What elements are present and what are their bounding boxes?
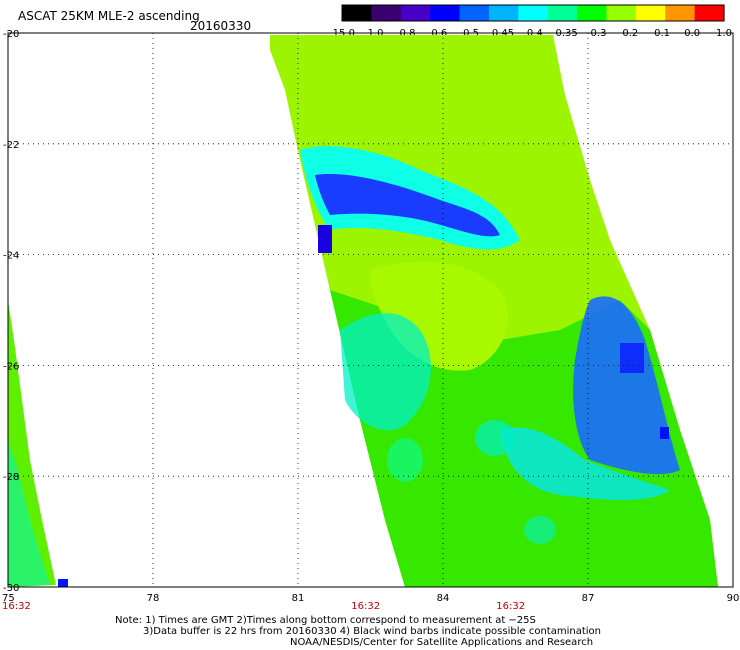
colorbar-swatch — [635, 5, 666, 21]
latitude-tick-label: -28 — [3, 472, 19, 483]
time-label: 16:32 — [2, 601, 31, 612]
swath-blue-band-right — [573, 296, 680, 475]
longitude-tick-label: 78 — [147, 593, 160, 604]
colorbar-swatch — [371, 5, 402, 21]
longitude-tick-label: 81 — [292, 593, 305, 604]
wind-map: -20-22-24-26-28-30 75 78 81 84 87 90 16:32 16:… — [2, 29, 739, 612]
swath-darkblue-cell — [318, 225, 332, 253]
swath-cyan-band-center — [340, 313, 431, 431]
colorbar-frame — [341, 4, 725, 22]
latitude-ticks: -20 -22 -24 -26 -28 -30 — [3, 29, 19, 594]
longitude-tick-label: 90 — [727, 593, 740, 604]
colorbar-swatch — [694, 5, 725, 21]
latitude-tick-label: -20 — [3, 29, 19, 40]
time-labels: 16:32 16:32 16:32 — [2, 601, 525, 612]
note-line-2: 3)Data buffer is 22 hrs from 20160330 4)… — [143, 626, 601, 637]
colorbar-swatch — [488, 5, 519, 21]
note-line-3: NOAA/NESDIS/Center for Satellite Applica… — [290, 637, 594, 648]
colorbar-swatch — [400, 5, 431, 21]
colorbar-swatch — [459, 5, 490, 21]
longitude-tick-label: 84 — [437, 593, 450, 604]
latitude-tick-label: -30 — [3, 583, 19, 594]
lat-lon-grid — [8, 33, 733, 587]
colorbar-swatch — [665, 5, 696, 21]
note-line-1: Note: 1) Times are GMT 2)Times along bot… — [115, 615, 536, 626]
swath-left-blue-cell — [58, 579, 68, 587]
plot-frame — [7, 32, 734, 588]
swath-darkblue-cell-far-right — [660, 427, 669, 439]
latitude-tick-label: -26 — [3, 361, 19, 372]
swath-blue-band-upper — [315, 174, 500, 237]
product-title: ASCAT 25KM MLE-2 ascending — [18, 9, 200, 23]
swath-cyan-patch-lower-2 — [524, 516, 556, 544]
swath-cyan-band-right — [500, 427, 670, 500]
colorbar-swatch — [518, 5, 549, 21]
colorbar-swatch — [606, 5, 637, 21]
product-date: 20160330 — [190, 19, 252, 33]
swath-darkblue-cell-right — [620, 343, 644, 373]
time-label: 16:32 — [351, 601, 380, 612]
colorbar-swatch — [430, 5, 461, 21]
swath-layer — [8, 35, 718, 587]
colorbar-swatch — [342, 5, 372, 21]
colorbar-swatches — [342, 5, 725, 21]
longitude-tick-label: 75 — [2, 593, 15, 604]
swath-left-cyan — [8, 440, 50, 587]
swath-cyan-patch-lower-1 — [475, 420, 515, 456]
swath-cyan-patch-lower-3 — [387, 438, 423, 482]
time-label: 16:32 — [496, 601, 525, 612]
latitude-tick-label: -22 — [3, 140, 19, 151]
longitude-tick-label: 87 — [582, 593, 595, 604]
latitude-tick-label: -24 — [3, 251, 19, 262]
colorbar-swatch — [577, 5, 608, 21]
longitude-ticks: 75 78 81 84 87 90 — [2, 593, 739, 604]
colorbar-swatch — [547, 5, 578, 21]
